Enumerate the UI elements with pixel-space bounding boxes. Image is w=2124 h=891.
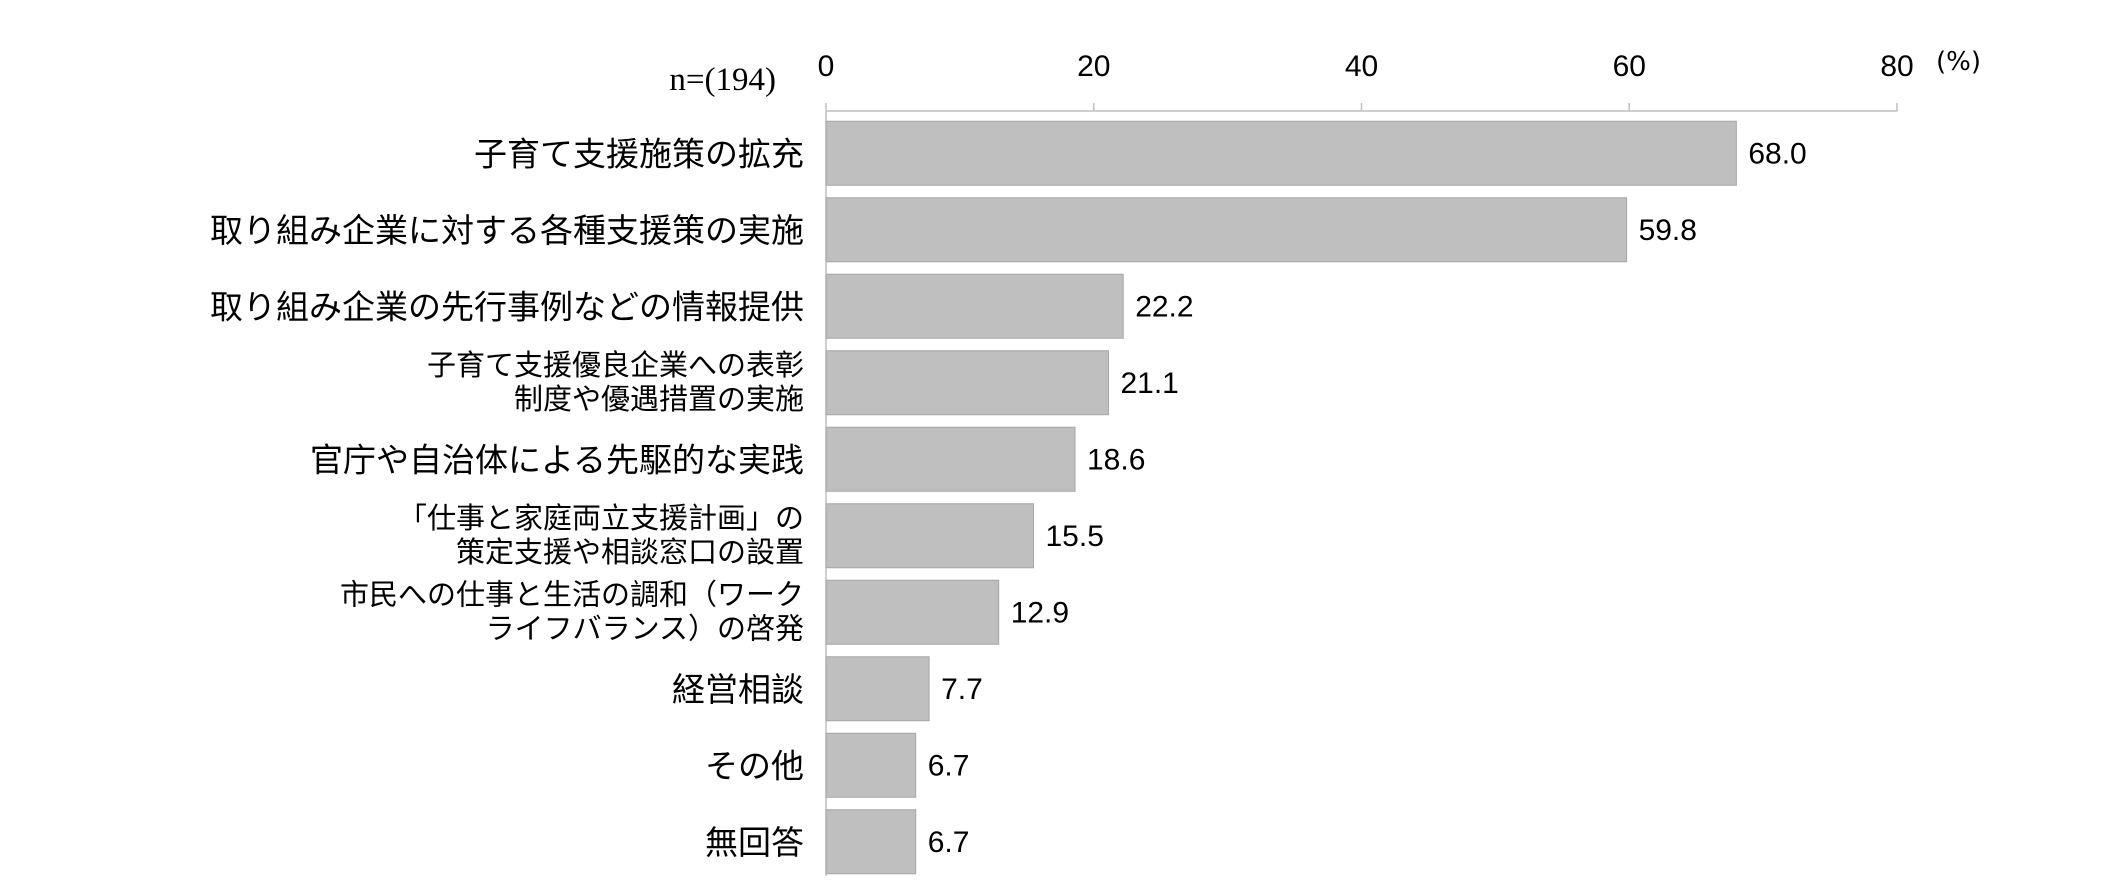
bar (825, 809, 917, 875)
bar (825, 656, 930, 722)
data-label: 21.1 (1120, 367, 1178, 400)
category-labels: 子育て支援施策の拡充取り組み企業に対する各種支援策の実施取り組み企業の先行事例な… (210, 134, 804, 862)
data-label: 6.7 (928, 749, 970, 782)
category-label: 策定支援や相談窓口の設置 (456, 535, 804, 569)
bar (825, 273, 1124, 339)
unit-label: (%) (1936, 47, 1981, 77)
bar (825, 426, 1076, 492)
bar (825, 732, 917, 798)
category-label: ライフバランス）の啓発 (486, 611, 804, 645)
x-tick-label: 40 (1345, 50, 1378, 83)
category-label: 子育て支援優良企業への表彰 (427, 348, 804, 382)
data-label: 6.7 (928, 826, 970, 859)
x-tick-label: 20 (1077, 50, 1110, 83)
data-label: 18.6 (1087, 443, 1145, 476)
bar (825, 120, 1737, 186)
x-tick-label: 80 (1880, 50, 1913, 83)
category-label: 取り組み企業に対する各種支援策の実施 (210, 211, 804, 250)
bar (825, 197, 1628, 263)
category-label: 子育て支援施策の拡充 (474, 134, 804, 173)
data-label: 15.5 (1046, 520, 1104, 553)
sample-size-label: n=(194) (669, 62, 776, 98)
x-tick-label: 0 (818, 50, 835, 83)
category-label: 経営相談 (672, 670, 804, 709)
category-label: 「仕事と家庭両立支援計画」の (398, 501, 804, 535)
category-label: 無回答 (705, 823, 804, 862)
category-label: 制度や優遇措置の実施 (514, 382, 804, 416)
data-label: 12.9 (1011, 596, 1069, 629)
data-label: 68.0 (1748, 137, 1806, 170)
data-label: 59.8 (1639, 214, 1697, 247)
category-label: その他 (705, 746, 804, 785)
category-label: 官庁や自治体による先駆的な実践 (310, 440, 804, 479)
data-label: 7.7 (941, 673, 983, 706)
bar (825, 503, 1035, 569)
x-tick-label: 60 (1613, 50, 1646, 83)
bar (825, 579, 1000, 645)
data-label: 22.2 (1135, 290, 1193, 323)
category-label: 市民への仕事と生活の調和（ワーク (340, 577, 804, 611)
category-label: 取り組み企業の先行事例などの情報提供 (210, 287, 804, 326)
bar-series: 68.0 59.8 22.2 21.1 18.6 15.5 12.9 7.7 6.7 6.7 (825, 120, 1807, 875)
bar (825, 350, 1109, 416)
